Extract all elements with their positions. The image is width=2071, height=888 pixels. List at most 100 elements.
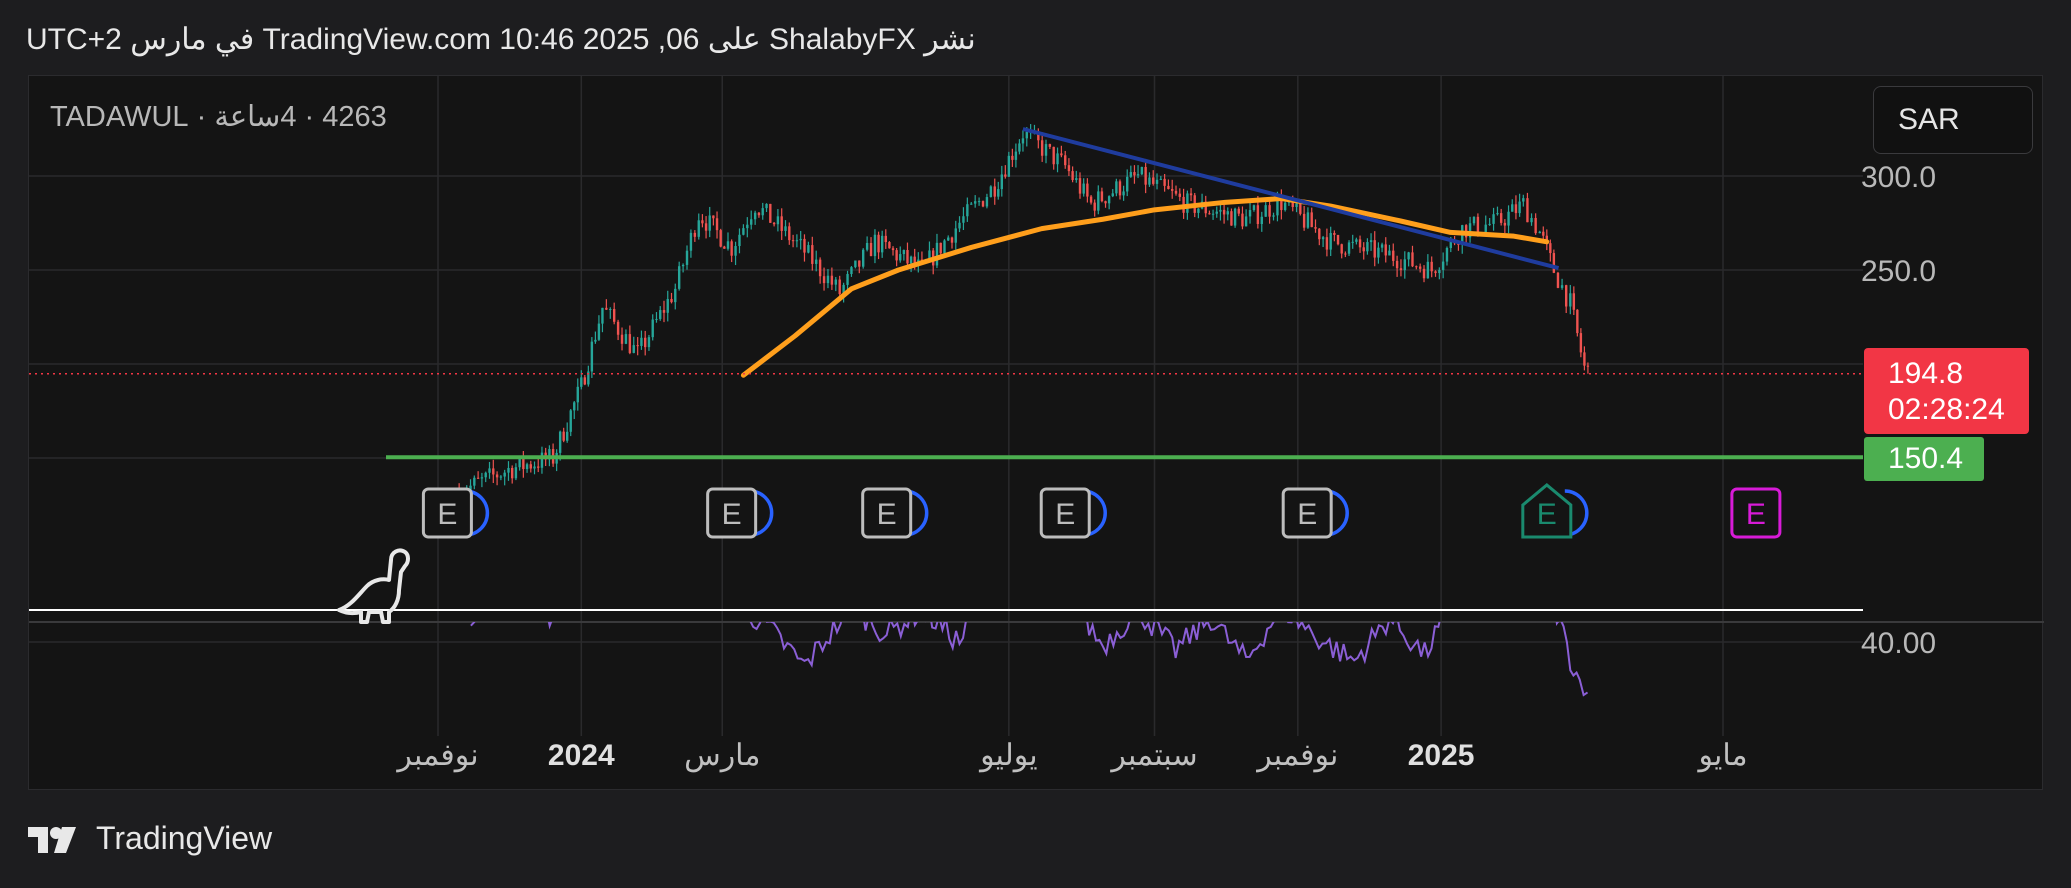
candle-body xyxy=(1503,222,1507,226)
candle-body xyxy=(1144,167,1147,185)
candle-body xyxy=(769,203,772,223)
candle-body xyxy=(815,259,818,264)
candle-body xyxy=(842,284,845,295)
candle-body xyxy=(624,334,628,344)
candle-body xyxy=(1358,239,1362,248)
candle-body xyxy=(977,201,981,203)
candle-body xyxy=(473,477,476,486)
candle-body xyxy=(1344,253,1347,255)
candle-body xyxy=(704,223,708,231)
candle-body xyxy=(807,245,810,253)
candle-body xyxy=(499,476,503,478)
candle-body xyxy=(601,307,604,324)
candle-body xyxy=(612,309,616,322)
candle-body xyxy=(540,452,544,468)
candle-body xyxy=(476,477,480,479)
candle-body xyxy=(750,219,753,225)
candle-body xyxy=(529,464,532,469)
candle-body xyxy=(1280,198,1283,211)
candle-body xyxy=(1347,242,1351,254)
candle-body xyxy=(1089,196,1093,203)
candle-body xyxy=(1222,209,1226,215)
candle-body xyxy=(562,431,565,441)
candle-body xyxy=(573,402,576,411)
candle-body xyxy=(1542,231,1545,236)
chart-canvas[interactable]: 300.0 250.0 40.00 نوفمبر 2024 مارس يوليو سبتمبر… xyxy=(29,76,2044,791)
x-tick-label: 2025 xyxy=(1408,739,1475,772)
earnings-icon xyxy=(1730,487,1782,539)
candle-body xyxy=(1299,203,1302,214)
candle-body xyxy=(643,337,647,348)
candle-body xyxy=(1530,217,1533,223)
candle-body xyxy=(1373,240,1376,258)
candle-body xyxy=(1244,216,1248,227)
earnings-label: E xyxy=(1297,498,1317,531)
candle-body xyxy=(791,240,795,242)
candle-body xyxy=(826,275,830,284)
candles-group xyxy=(457,124,1590,509)
candle-body xyxy=(1586,365,1590,367)
candle-body xyxy=(1174,190,1178,194)
candle-body xyxy=(1514,204,1518,214)
candle-body xyxy=(701,220,704,224)
candle-body xyxy=(811,245,814,264)
candle-body xyxy=(1056,153,1059,165)
candle-body xyxy=(891,248,895,251)
candle-body xyxy=(726,241,730,249)
dividend-icon xyxy=(465,489,490,537)
candle-body xyxy=(659,310,662,319)
candle-body xyxy=(772,222,776,225)
candle-body xyxy=(480,477,484,479)
candle-body xyxy=(877,234,880,253)
candle-body xyxy=(655,318,658,320)
candle-body xyxy=(558,431,562,453)
candle-body xyxy=(928,250,931,261)
dividend-icon xyxy=(749,489,774,537)
chart-panel[interactable]: 300.0 250.0 40.00 نوفمبر 2024 مارس يوليو سبتمبر… xyxy=(28,75,2044,791)
candle-body xyxy=(507,467,510,473)
dinosaur-icon xyxy=(337,548,410,624)
candle-body xyxy=(858,260,861,267)
candle-body xyxy=(1093,202,1096,211)
candle-body xyxy=(985,197,989,207)
candle-body xyxy=(1155,179,1159,184)
candle-body xyxy=(899,254,902,261)
candle-body xyxy=(609,309,612,311)
candle-body xyxy=(1441,261,1445,270)
candle-body xyxy=(962,216,965,223)
candle-body xyxy=(1426,261,1430,279)
candle-body xyxy=(697,220,700,237)
candle-body xyxy=(1362,247,1365,252)
candle-body xyxy=(1264,205,1267,217)
candle-body xyxy=(1488,223,1491,225)
candle-body xyxy=(1310,212,1313,228)
tradingview-logo[interactable]: TradingView xyxy=(28,820,272,857)
candle-body xyxy=(880,235,884,253)
x-tick-label: 2024 xyxy=(548,739,615,772)
candle-body xyxy=(1295,203,1298,207)
candle-body xyxy=(746,224,749,229)
candle-body xyxy=(1377,247,1380,258)
candle-body xyxy=(1366,242,1369,252)
candle-body xyxy=(580,377,583,387)
earnings-label: E xyxy=(437,498,457,531)
candle-body xyxy=(640,337,643,346)
candle-body xyxy=(685,250,689,265)
currency-button[interactable]: SAR xyxy=(1873,86,2033,154)
candle-body xyxy=(1260,216,1263,225)
candle-body xyxy=(533,466,536,469)
candle-body xyxy=(1579,333,1583,353)
candle-body xyxy=(1086,183,1089,197)
symbol-label[interactable]: 4263 · 4ساعة · TADAWUL xyxy=(50,101,387,133)
candle-body xyxy=(1492,214,1495,224)
candle-body xyxy=(1526,198,1529,223)
candle-body xyxy=(906,250,909,264)
candle-body xyxy=(1351,241,1354,243)
candle-body xyxy=(1484,224,1487,233)
candle-body xyxy=(803,238,806,253)
candle-body xyxy=(1472,216,1476,224)
candle-body xyxy=(1333,233,1336,235)
candle-body xyxy=(1418,266,1422,269)
candle-body xyxy=(495,474,499,478)
rsi-line xyxy=(470,622,1589,697)
